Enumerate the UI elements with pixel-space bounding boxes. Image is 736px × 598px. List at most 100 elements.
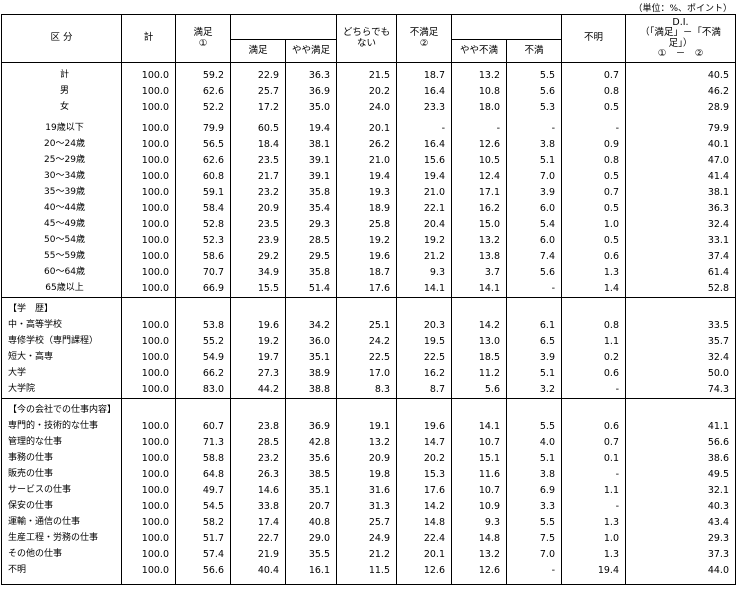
- cell: [175, 579, 231, 585]
- header-row: 区 分計満足 ① どちらでも ない 不満足 ② 不明 D.I. （「満足」－「不満足」）…: [1, 14, 736, 63]
- value-cell: 100.0: [121, 249, 176, 265]
- value-cell: 13.2: [451, 233, 507, 249]
- value-cell: 38.8: [285, 382, 337, 399]
- value-cell: 18.7: [396, 68, 452, 84]
- value-cell: -: [561, 382, 626, 399]
- value-cell: 36.9: [285, 419, 337, 435]
- value-cell: 10.5: [451, 153, 507, 169]
- value-cell: 5.1: [506, 153, 562, 169]
- value-cell: 21.2: [396, 249, 452, 265]
- value-cell: 58.4: [175, 201, 231, 217]
- column-header: 不満足 ②: [396, 14, 452, 63]
- value-cell: 0.6: [561, 249, 626, 265]
- value-cell: 100.0: [121, 547, 176, 563]
- group-title-row: 【今の会社での仕事内容】: [1, 403, 736, 419]
- spacer-row: [1, 116, 736, 121]
- cell: [285, 302, 337, 318]
- data-row: 65歳以上 100.0 66.9 15.5 51.4 17.6 14.1 14.1-1.4 52…: [1, 281, 736, 298]
- value-cell: 19.4: [396, 169, 452, 185]
- header-row: 満足 やや満足 やや不満 不満: [2, 39, 736, 63]
- column-header: やや満足: [285, 39, 337, 63]
- column-header: どちらでも ない: [336, 14, 397, 63]
- value-cell: 100.0: [121, 137, 176, 153]
- value-cell: 100.0: [121, 419, 176, 435]
- value-cell: 32.1: [625, 483, 736, 499]
- value-cell: 21.2: [336, 547, 397, 563]
- value-cell: 100.0: [121, 153, 176, 169]
- value-cell: 14.8: [451, 531, 507, 547]
- value-cell: 23.2: [230, 185, 286, 201]
- value-cell: 3.7: [451, 265, 507, 281]
- data-row: 大学院 100.0 83.0 44.2 38.8 8.3 8.7 5.6 3.2-74.3: [1, 382, 736, 399]
- value-cell: 21.0: [396, 185, 452, 201]
- row-label: サービスの仕事: [1, 483, 122, 499]
- row-label: 20～24歳: [1, 137, 122, 153]
- value-cell: 12.6: [396, 563, 452, 579]
- value-cell: 17.2: [230, 100, 286, 116]
- value-cell: 22.9: [230, 68, 286, 84]
- value-cell: 44.2: [230, 382, 286, 399]
- value-cell: 18.9: [336, 201, 397, 217]
- data-row: 事務の仕事 100.0 58.8 23.2 35.6 20.9 20.2 15.1 5.1 0.1…: [1, 451, 736, 467]
- value-cell: 3.3: [506, 499, 562, 515]
- value-cell: 28.9: [625, 100, 736, 116]
- value-cell: 0.8: [561, 153, 626, 169]
- value-cell: 29.2: [230, 249, 286, 265]
- value-cell: 23.8: [230, 419, 286, 435]
- cell: [336, 579, 397, 585]
- value-cell: -: [561, 499, 626, 515]
- header-blank: [230, 14, 337, 40]
- value-cell: 23.9: [230, 233, 286, 249]
- data-row: 販売の仕事 100.0 64.8 26.3 38.5 19.8 15.3 11.6 3.8-49…: [1, 467, 736, 483]
- group-title: 【今の会社での仕事内容】: [1, 403, 122, 419]
- value-cell: 17.4: [230, 515, 286, 531]
- value-cell: 39.1: [285, 169, 337, 185]
- value-cell: 6.5: [506, 334, 562, 350]
- data-row: 管理的な仕事 100.0 71.3 28.5 42.8 13.2 14.7 10.7 4.0 0.…: [1, 435, 736, 451]
- value-cell: 11.6: [451, 467, 507, 483]
- value-cell: 16.4: [396, 137, 452, 153]
- value-cell: 1.1: [561, 334, 626, 350]
- cell: [121, 403, 176, 419]
- row-label: 専門的・技術的な仕事: [1, 419, 122, 435]
- value-cell: 40.1: [625, 137, 736, 153]
- value-cell: 100.0: [121, 121, 176, 137]
- cell: [506, 579, 562, 585]
- value-cell: 0.1: [561, 451, 626, 467]
- value-cell: 20.2: [396, 451, 452, 467]
- value-cell: 20.3: [396, 318, 452, 334]
- value-cell: -: [396, 121, 452, 137]
- value-cell: 31.3: [336, 499, 397, 515]
- value-cell: 33.5: [625, 318, 736, 334]
- row-label: 50～54歳: [1, 233, 122, 249]
- row-label: 事務の仕事: [1, 451, 122, 467]
- value-cell: 58.8: [175, 451, 231, 467]
- value-cell: 40.3: [625, 499, 736, 515]
- value-cell: 42.8: [285, 435, 337, 451]
- value-cell: 5.1: [506, 366, 562, 382]
- value-cell: -: [561, 467, 626, 483]
- value-cell: 54.9: [175, 350, 231, 366]
- value-cell: 66.2: [175, 366, 231, 382]
- value-cell: 41.1: [625, 419, 736, 435]
- value-cell: 4.0: [506, 435, 562, 451]
- value-cell: 38.6: [625, 451, 736, 467]
- value-cell: -: [506, 563, 562, 579]
- data-row: 40～44歳 100.0 58.4 20.9 35.4 18.9 22.1 16.2 6.0 0.…: [1, 201, 736, 217]
- value-cell: 26.3: [230, 467, 286, 483]
- value-cell: 5.3: [506, 100, 562, 116]
- value-cell: 52.2: [175, 100, 231, 116]
- value-cell: 1.0: [561, 217, 626, 233]
- value-cell: 17.1: [451, 185, 507, 201]
- data-row: 19歳以下 100.0 79.9 60.5 19.4 20.1- - - -79.9: [1, 121, 736, 137]
- value-cell: 0.6: [561, 419, 626, 435]
- header-blank: [451, 14, 562, 40]
- row-label: 35～39歳: [1, 185, 122, 201]
- row-label: 男: [1, 84, 122, 100]
- value-cell: 0.5: [561, 233, 626, 249]
- value-cell: 22.1: [396, 201, 452, 217]
- value-cell: 10.7: [451, 483, 507, 499]
- cell: [451, 302, 507, 318]
- value-cell: 100.0: [121, 185, 176, 201]
- value-cell: 25.7: [230, 84, 286, 100]
